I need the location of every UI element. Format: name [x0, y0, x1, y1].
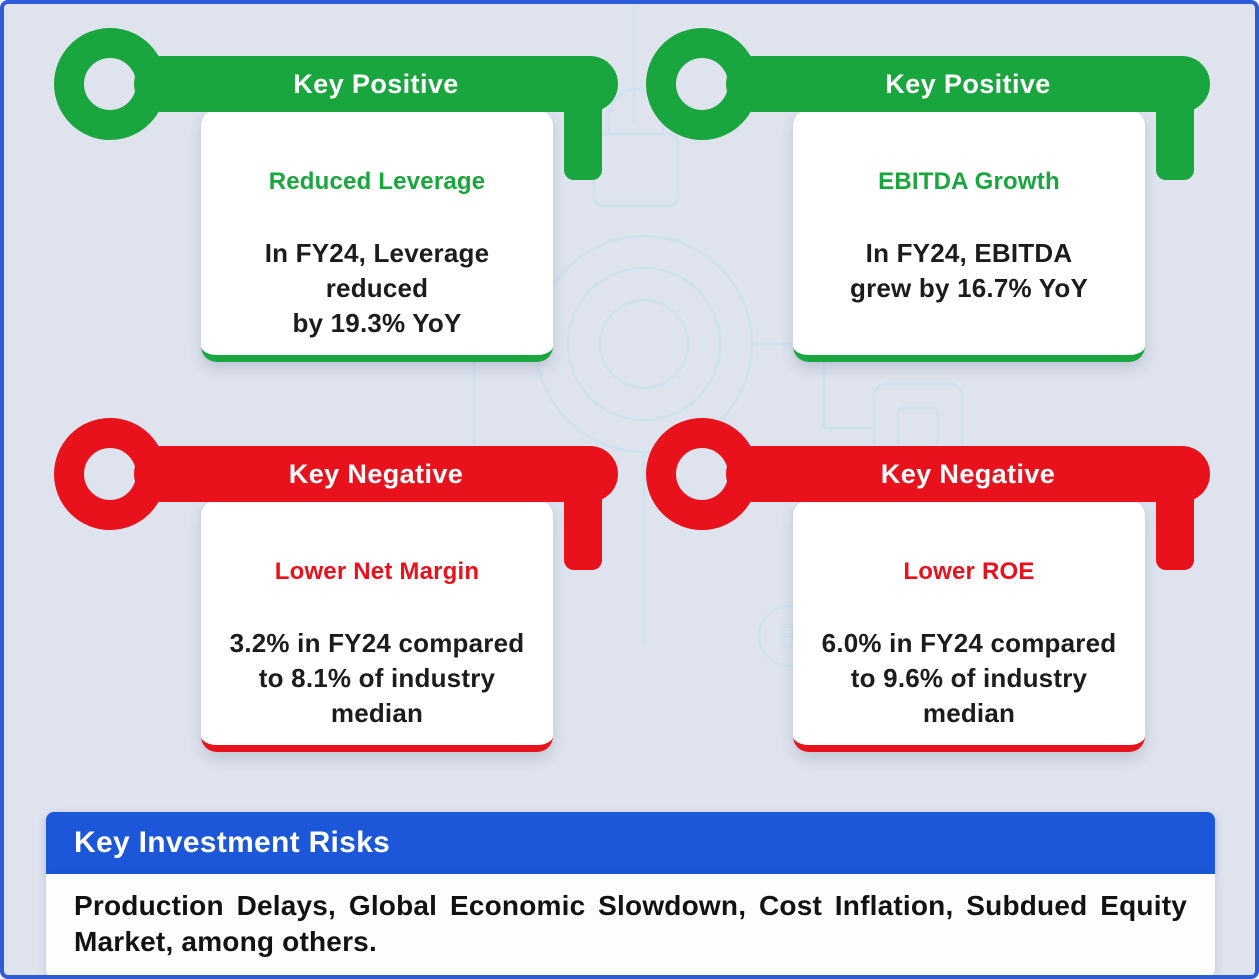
- key-tooth-icon: [564, 474, 602, 570]
- insight-card-ebitda-growth: EBITDA Growth In FY24, EBITDA grew by 16…: [793, 110, 1145, 362]
- circuit-trace: [752, 342, 874, 430]
- risks-title: Key Investment Risks: [74, 826, 391, 859]
- key-tooth-icon: [1156, 84, 1194, 180]
- insight-card-lower-net-margin: Lower Net Margin 3.2% in FY24 compared t…: [201, 500, 553, 752]
- risks-body: Production Delays, Global Economic Slowd…: [46, 874, 1215, 975]
- key-label: Key Negative: [288, 458, 464, 489]
- key-ring-icon: [54, 418, 166, 530]
- key-label-bar: Key Negative: [134, 446, 618, 502]
- risks-header: Key Investment Risks: [46, 812, 1215, 874]
- key-investment-risks-section: Key Investment Risks Production Delays, …: [46, 812, 1215, 975]
- key-negative-block-2: Lower ROE 6.0% in FY24 compared to 9.6% …: [638, 416, 1216, 796]
- key-label: Key Positive: [293, 68, 459, 99]
- key-positive-block-1: Reduced Leverage In FY24, Leverage reduc…: [46, 26, 624, 406]
- key-label-bar: Key Negative: [726, 446, 1210, 502]
- card-body: In FY24, EBITDA grew by 16.7% YoY: [850, 238, 1088, 304]
- key-tooth-icon: [564, 84, 602, 180]
- key-label-bar: Key Positive: [134, 56, 618, 112]
- key-ring-icon: [646, 28, 758, 140]
- circuit-circle-2: [566, 266, 722, 422]
- card-body: In FY24, Leverage reduced by 19.3% YoY: [264, 238, 490, 339]
- card-body: 3.2% in FY24 compared to 8.1% of industr…: [229, 628, 525, 729]
- card-title: EBITDA Growth: [878, 168, 1060, 195]
- card-body: 6.0% in FY24 compared to 9.6% of industr…: [821, 628, 1117, 729]
- card-title: Lower ROE: [903, 558, 1035, 585]
- insight-card-lower-roe: Lower ROE 6.0% in FY24 compared to 9.6% …: [793, 500, 1145, 752]
- key-ring-icon: [646, 418, 758, 530]
- key-ring-icon: [54, 28, 166, 140]
- key-label: Key Negative: [880, 458, 1056, 489]
- card-title: Lower Net Margin: [274, 558, 480, 585]
- key-negative-block-1: Lower Net Margin 3.2% in FY24 compared t…: [46, 416, 624, 796]
- insight-card-reduced-leverage: Reduced Leverage In FY24, Leverage reduc…: [201, 110, 553, 362]
- key-label-bar: Key Positive: [726, 56, 1210, 112]
- circuit-circle-1: [598, 298, 690, 390]
- key-positive-block-2: EBITDA Growth In FY24, EBITDA grew by 16…: [638, 26, 1216, 406]
- key-label: Key Positive: [885, 68, 1051, 99]
- key-tooth-icon: [1156, 474, 1194, 570]
- card-title: Reduced Leverage: [268, 168, 486, 195]
